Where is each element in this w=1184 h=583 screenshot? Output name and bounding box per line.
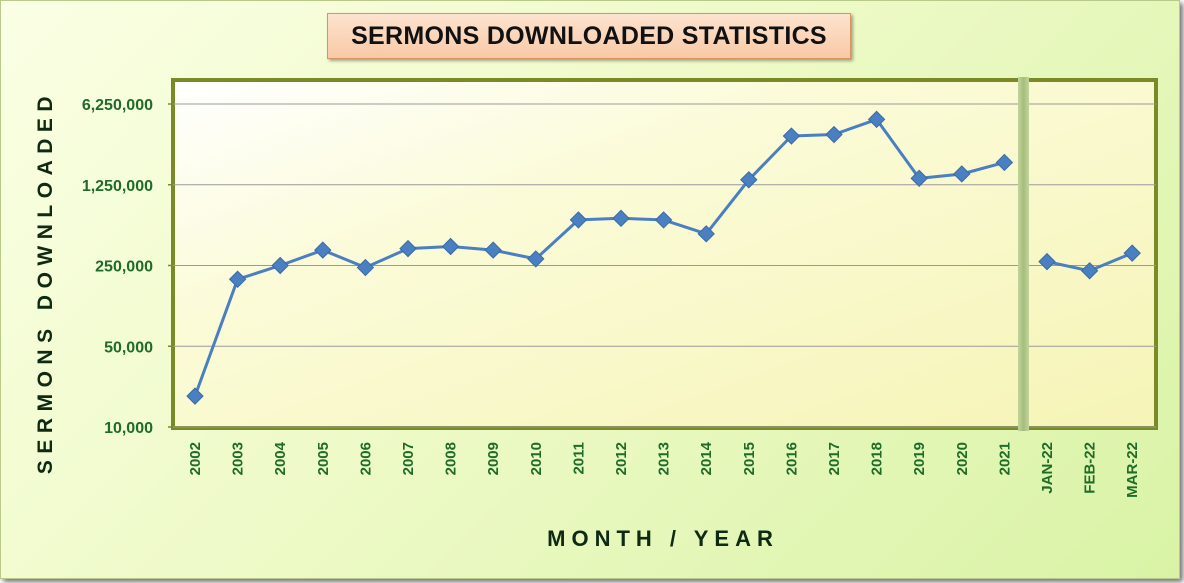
x-tick-label: 2005 — [315, 442, 332, 475]
x-tick-label: 2008 — [443, 442, 460, 475]
x-tick-label: 2011 — [570, 442, 587, 475]
x-tick-label: 2002 — [187, 442, 204, 475]
x-tick-label: 2004 — [272, 441, 289, 475]
data-point-2008 — [441, 237, 460, 256]
gridlines — [173, 103, 1156, 428]
data-point-2017 — [825, 125, 843, 144]
data-point-2005 — [314, 241, 332, 259]
series-downloads — [186, 110, 1141, 405]
y-tick-label: 6,250,000 — [82, 97, 153, 114]
x-tick-label: 2012 — [613, 442, 630, 475]
data-point-2021 — [995, 153, 1014, 172]
x-tick-label: FEB-22 — [1082, 442, 1099, 494]
x-tick-label: 2018 — [869, 442, 886, 475]
data-point-jan-22 — [1038, 252, 1056, 271]
data-point-2016 — [782, 127, 801, 145]
data-point-2002 — [186, 387, 204, 405]
x-tick-label: 2021 — [996, 442, 1013, 475]
data-point-2011 — [569, 211, 588, 229]
data-point-2013 — [654, 211, 673, 229]
x-tick-label: 2006 — [357, 442, 374, 475]
x-tick-label: 2003 — [230, 442, 247, 475]
x-tick-label: 2010 — [528, 442, 545, 475]
x-tick-label: 2016 — [783, 442, 800, 475]
x-tick-label: JAN-22 — [1039, 442, 1056, 494]
data-point-mar-22 — [1123, 244, 1141, 262]
x-tick-label: 2013 — [656, 442, 673, 475]
year-month-divider — [1018, 77, 1029, 431]
data-point-2012 — [612, 209, 630, 228]
data-point-2009 — [484, 241, 502, 259]
x-tick-label: 2020 — [954, 442, 971, 475]
data-point-2014 — [697, 225, 715, 243]
y-axis-title: SERMONS DOWNLOADED — [34, 90, 57, 474]
x-tick-label: 2009 — [485, 442, 502, 475]
y-tick-label: 250,000 — [95, 259, 153, 276]
data-point-2007 — [399, 239, 417, 258]
data-point-2006 — [356, 258, 375, 277]
x-tick-label: 2017 — [826, 442, 843, 475]
data-point-2004 — [271, 256, 289, 275]
data-point-2020 — [953, 165, 971, 183]
y-tick-label: 50,000 — [104, 339, 153, 356]
plot-area — [171, 78, 1158, 430]
data-point-2010 — [527, 250, 545, 268]
data-point-2018 — [867, 110, 886, 129]
y-axis-ticks: 10,000 50,000 250,000 1,250,000 6,250,000 — [82, 97, 173, 437]
x-tick-label: 2014 — [698, 441, 715, 475]
x-tick-label: MAR-22 — [1124, 442, 1141, 498]
x-tick-label: 2019 — [911, 442, 928, 475]
x-axis-ticks: 2002 2003 2004 2005 2006 2007 2008 2009 2010 2011… — [187, 441, 1141, 497]
y-tick-label: 1,250,000 — [82, 178, 153, 195]
series-line-years — [193, 117, 1005, 397]
x-axis-title: MONTH / YEAR — [547, 526, 779, 551]
data-point-2015 — [740, 171, 758, 189]
data-point-2003 — [228, 270, 247, 288]
chart-title: SERMONS DOWNLOADED STATISTICS — [351, 21, 827, 50]
data-point-2019 — [910, 169, 928, 188]
y-tick-label: 10,000 — [104, 420, 153, 437]
x-tick-label: 2007 — [400, 442, 417, 475]
chart-title-box: SERMONS DOWNLOADED STATISTICS — [327, 13, 851, 59]
x-tick-label: 2015 — [741, 442, 758, 475]
data-point-feb-22 — [1080, 262, 1099, 280]
